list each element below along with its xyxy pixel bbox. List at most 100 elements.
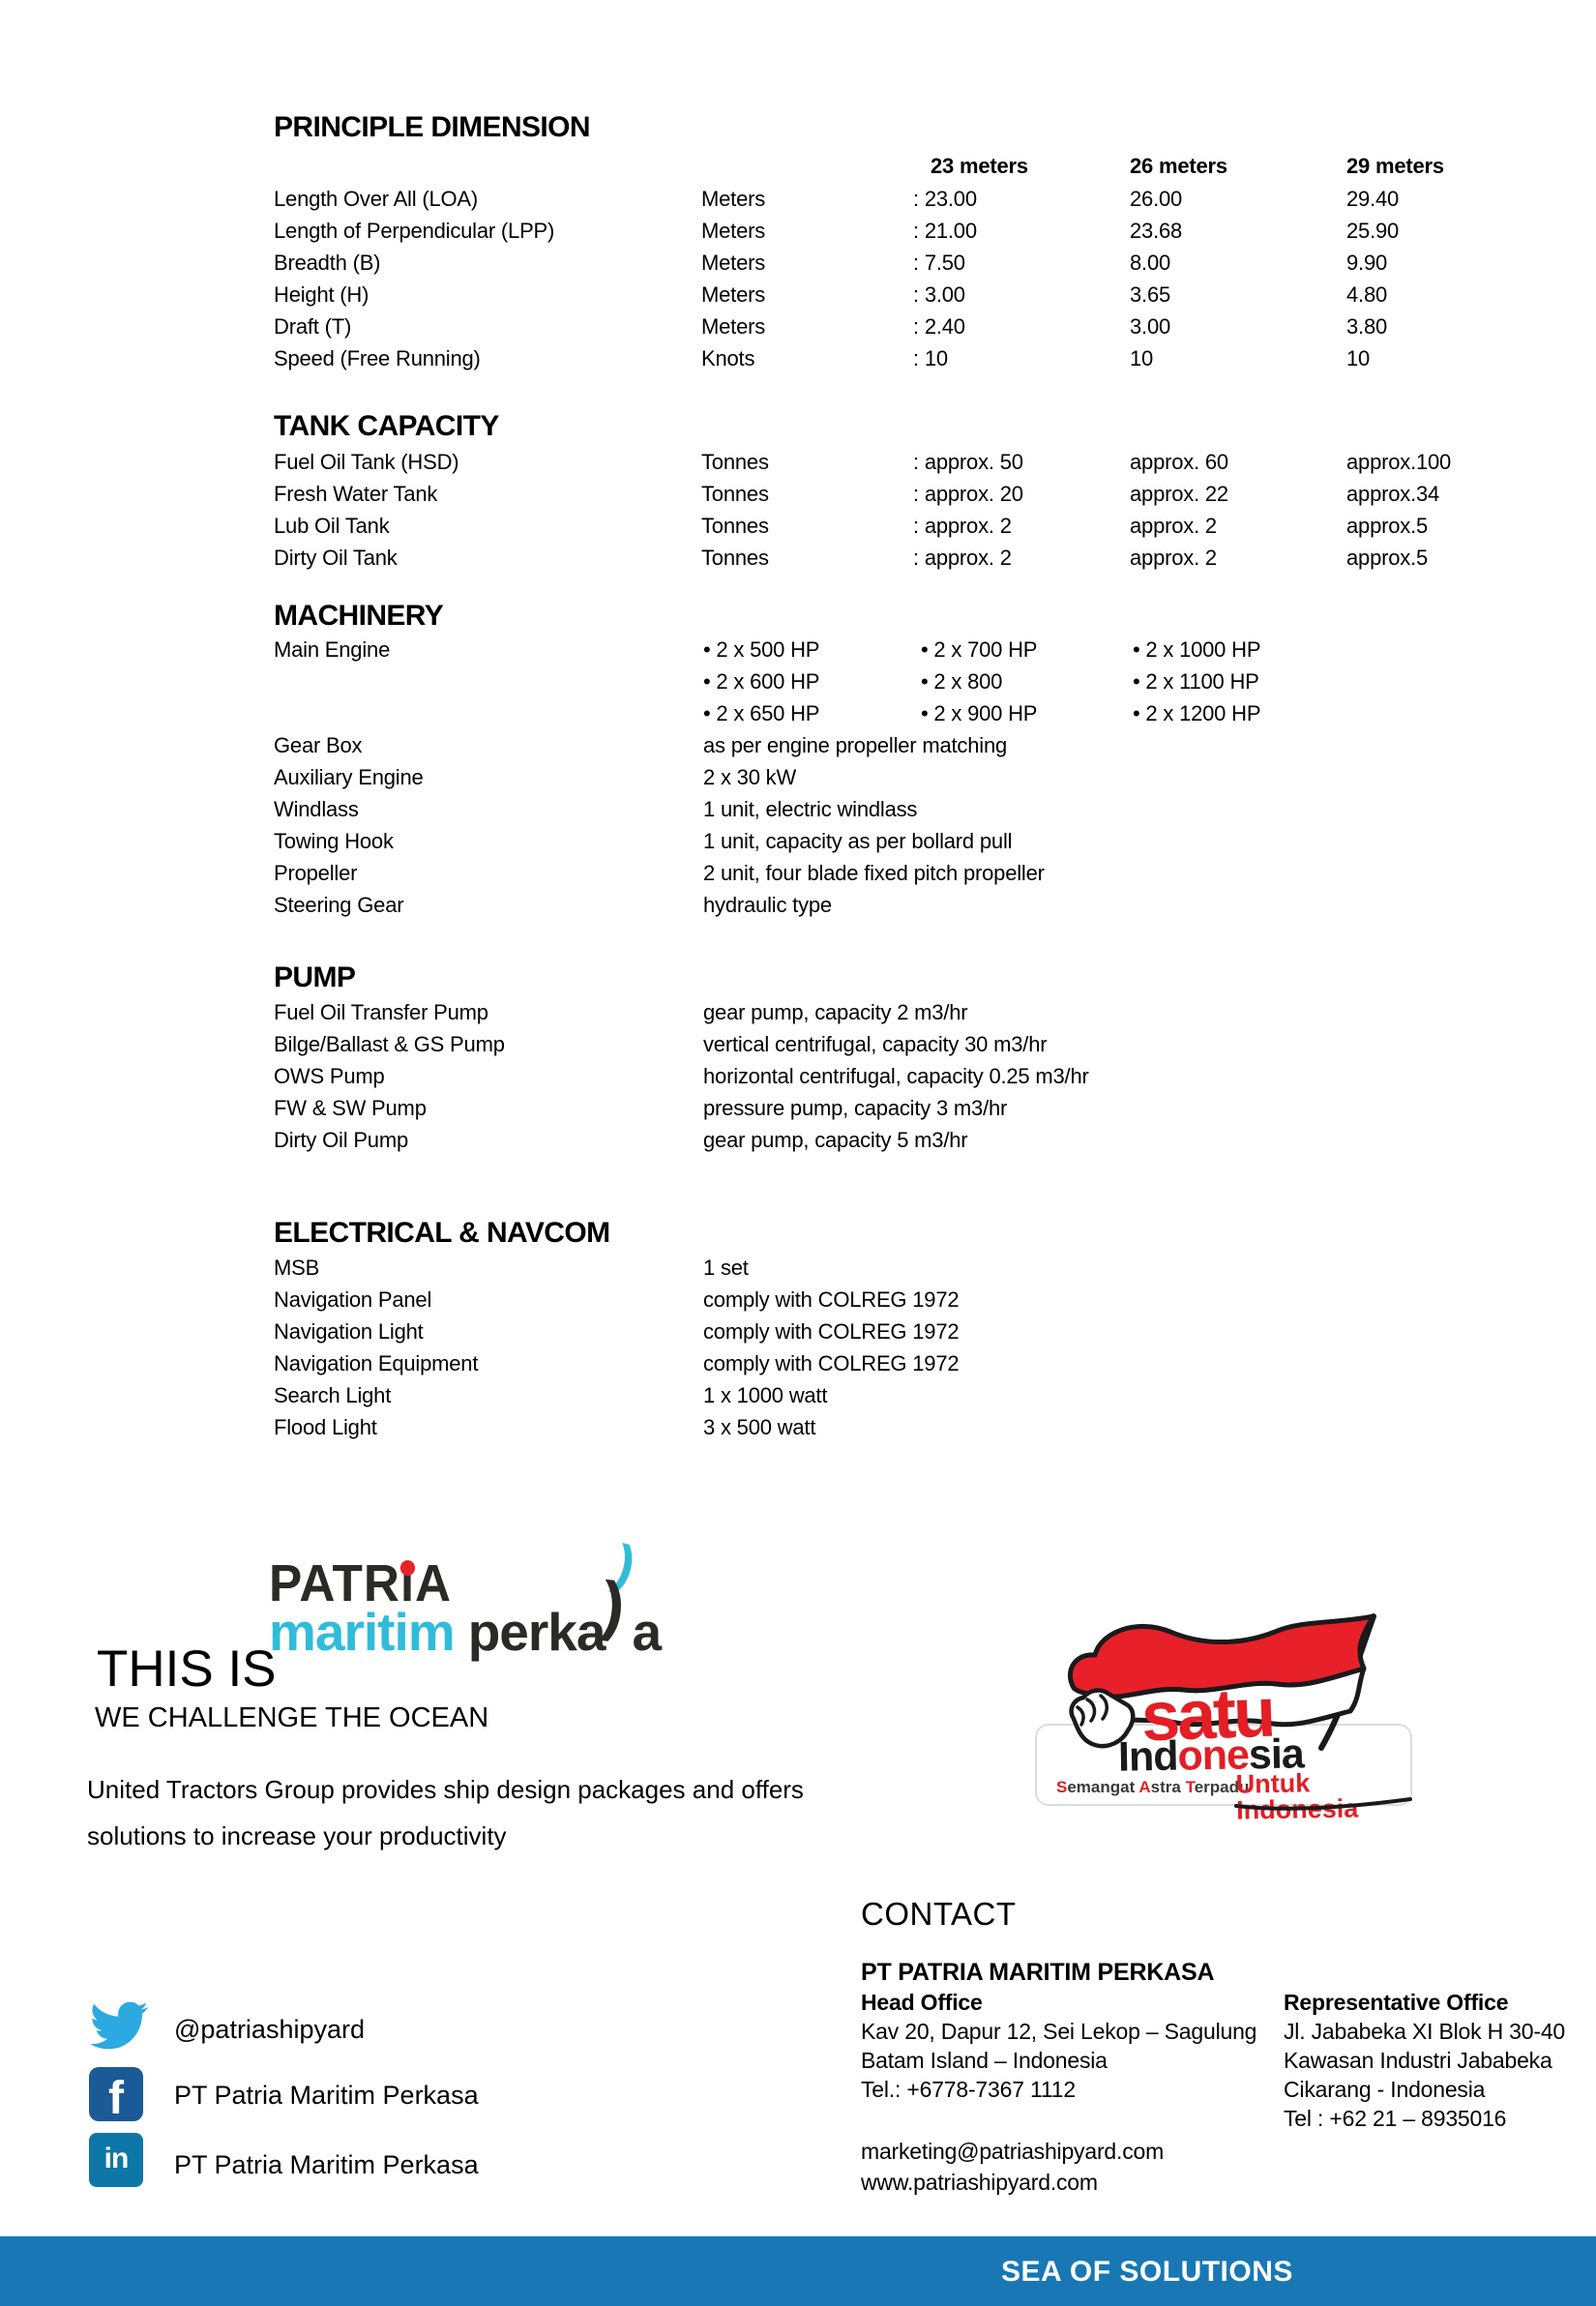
spec-label: Windlass (274, 797, 359, 821)
spec-value: Tonnes (701, 514, 769, 538)
contact-heading: CONTACT (861, 1896, 1017, 1932)
spec-value: 8.00 (1130, 251, 1171, 275)
spec-label: OWS Pump (274, 1064, 385, 1088)
spec-value: gear pump, capacity 5 m3/hr (703, 1128, 968, 1152)
spec-label: Navigation Panel (274, 1287, 432, 1312)
spec-value: • 2 x 500 HP (703, 637, 820, 662)
head-office-address-line: Batam Island – Indonesia (861, 2048, 1108, 2073)
spec-label: Steering Gear (274, 893, 404, 917)
spec-value: 10 (1346, 346, 1371, 370)
spec-value: • 2 x 1000 HP (1133, 637, 1261, 662)
spec-value: • 2 x 1200 HP (1133, 701, 1261, 725)
spec-label: Gear Box (274, 733, 363, 757)
spec-value: 23.68 (1130, 219, 1183, 243)
contact-company: PT PATRIA MARITIM PERKASA (861, 1959, 1215, 1986)
logo-a: a (632, 1602, 662, 1662)
facebook-icon[interactable]: f (89, 2067, 143, 2124)
spec-value: • 2 x 650 HP (703, 701, 820, 725)
spec-value: approx. 2 (1130, 514, 1217, 538)
contact-email[interactable]: marketing@patriashipyard.com (861, 2139, 1165, 2164)
spec-value: 1 x 1000 watt (703, 1383, 828, 1407)
logo-swoosh-s-icon: )) (599, 1532, 642, 1643)
twitter-handle[interactable]: @patriashipyard (174, 2015, 366, 2044)
spec-value: : 23.00 (913, 187, 977, 211)
spec-value: 3.65 (1130, 282, 1171, 307)
spec-label: Search Light (274, 1383, 392, 1407)
head-office-phone: Tel.: +6778-7367 1112 (861, 2077, 1076, 2102)
spec-label: Lub Oil Tank (274, 514, 390, 538)
spec-value: Meters (701, 219, 766, 243)
spec-value: : 2.40 (913, 314, 965, 339)
spec-value: : 3.00 (913, 282, 965, 307)
spec-label: Length Over All (LOA) (274, 187, 479, 211)
spec-value: 9.90 (1346, 251, 1388, 275)
spec-value: 1 set (703, 1256, 749, 1280)
logo-perka: perka (467, 1602, 606, 1662)
spec-col-header: 26 meters (1130, 154, 1227, 178)
spec-value: comply with COLREG 1972 (703, 1351, 960, 1375)
spec-value: Knots (701, 346, 755, 370)
spec-value: 2 unit, four blade fixed pitch propeller (703, 861, 1045, 885)
spec-value: 1 unit, capacity as per bollard pull (703, 829, 1013, 853)
logo-patria-part1: PATR (269, 1554, 400, 1612)
spec-value: • 2 x 900 HP (921, 701, 1038, 725)
footer-slogan: SEA OF SOLUTIONS (1001, 2256, 1293, 2288)
linkedin-in-glyph: in (103, 2143, 130, 2174)
spec-value: 4.80 (1346, 282, 1388, 307)
spec-col-header: 23 meters (931, 154, 1028, 178)
logo-line2: maritim perka)) a (269, 1532, 662, 1659)
facebook-page-name[interactable]: PT Patria Maritim Perkasa (174, 2081, 479, 2110)
logo-patria-i: ı (399, 1554, 416, 1612)
linkedin-icon[interactable]: in (89, 2133, 143, 2187)
spec-value: 10 (1130, 346, 1154, 370)
spec-value: 3.80 (1346, 314, 1388, 339)
spec-value: 29.40 (1346, 187, 1400, 211)
spec-value: Tonnes (701, 450, 769, 474)
spec-label: Fuel Oil Tank (HSD) (274, 450, 459, 474)
spec-value: pressure pump, capacity 3 m3/hr (703, 1096, 1008, 1120)
spec-col-header: 29 meters (1346, 154, 1444, 178)
spec-value: 3 x 500 watt (703, 1415, 816, 1439)
spec-value: Meters (701, 314, 766, 339)
spec-label: Fresh Water Tank (274, 482, 438, 506)
spec-label: Height (H) (274, 282, 369, 307)
spec-value: approx. 60 (1130, 450, 1228, 474)
spec-value: • 2 x 1100 HP (1133, 669, 1259, 694)
spec-value: : 21.00 (913, 219, 977, 243)
spec-value: 3.00 (1130, 314, 1171, 339)
spec-value: approx.100 (1346, 450, 1452, 474)
contact-website[interactable]: www.patriashipyard.com (861, 2170, 1098, 2195)
logo-line1: PATRı A (269, 1557, 452, 1610)
spec-value: approx. 22 (1130, 482, 1228, 506)
spec-value: vertical centrifugal, capacity 30 m3/hr (703, 1032, 1048, 1056)
spec-label: Breadth (B) (274, 251, 381, 275)
spec-value: Meters (701, 187, 766, 211)
rep-office-address-line: Kawasan Industri Jababeka (1284, 2048, 1552, 2073)
spec-value: hydraulic type (703, 893, 832, 917)
spec-value: 2 x 30 kW (703, 765, 797, 789)
section-title: MACHINERY (274, 600, 444, 632)
spec-label: Dirty Oil Pump (274, 1128, 408, 1152)
linkedin-page-name[interactable]: PT Patria Maritim Perkasa (174, 2150, 479, 2179)
spec-value: as per engine propeller matching (703, 733, 1008, 757)
spec-label: Towing Hook (274, 829, 394, 853)
section-title: PRINCIPLE DIMENSION (274, 111, 591, 143)
spec-value: 25.90 (1346, 219, 1400, 243)
this-is-text: THIS IS (97, 1641, 277, 1698)
spec-label: FW & SW Pump (274, 1096, 427, 1120)
spec-value: approx.34 (1346, 482, 1440, 506)
spec-value: • 2 x 800 (921, 669, 1003, 694)
spec-value: comply with COLREG 1972 (703, 1287, 960, 1312)
satu-indonesia-logo: satu Indonesia Semangat Astra Terpadu Un… (1025, 1601, 1422, 1825)
spec-value: : 7.50 (913, 251, 965, 275)
spec-value: : approx. 2 (913, 514, 1012, 538)
fist-icon (1069, 1688, 1136, 1749)
spec-value: approx.5 (1346, 514, 1429, 538)
rep-office-phone: Tel : +62 21 – 8935016 (1284, 2106, 1507, 2131)
spec-value: : approx. 50 (913, 450, 1023, 474)
spec-value: : approx. 20 (913, 482, 1023, 506)
spec-value: comply with COLREG 1972 (703, 1319, 960, 1344)
description-line2: solutions to increase your productivity (87, 1821, 507, 1850)
spec-value: • 2 x 700 HP (921, 637, 1038, 662)
twitter-icon[interactable] (85, 1996, 153, 2055)
